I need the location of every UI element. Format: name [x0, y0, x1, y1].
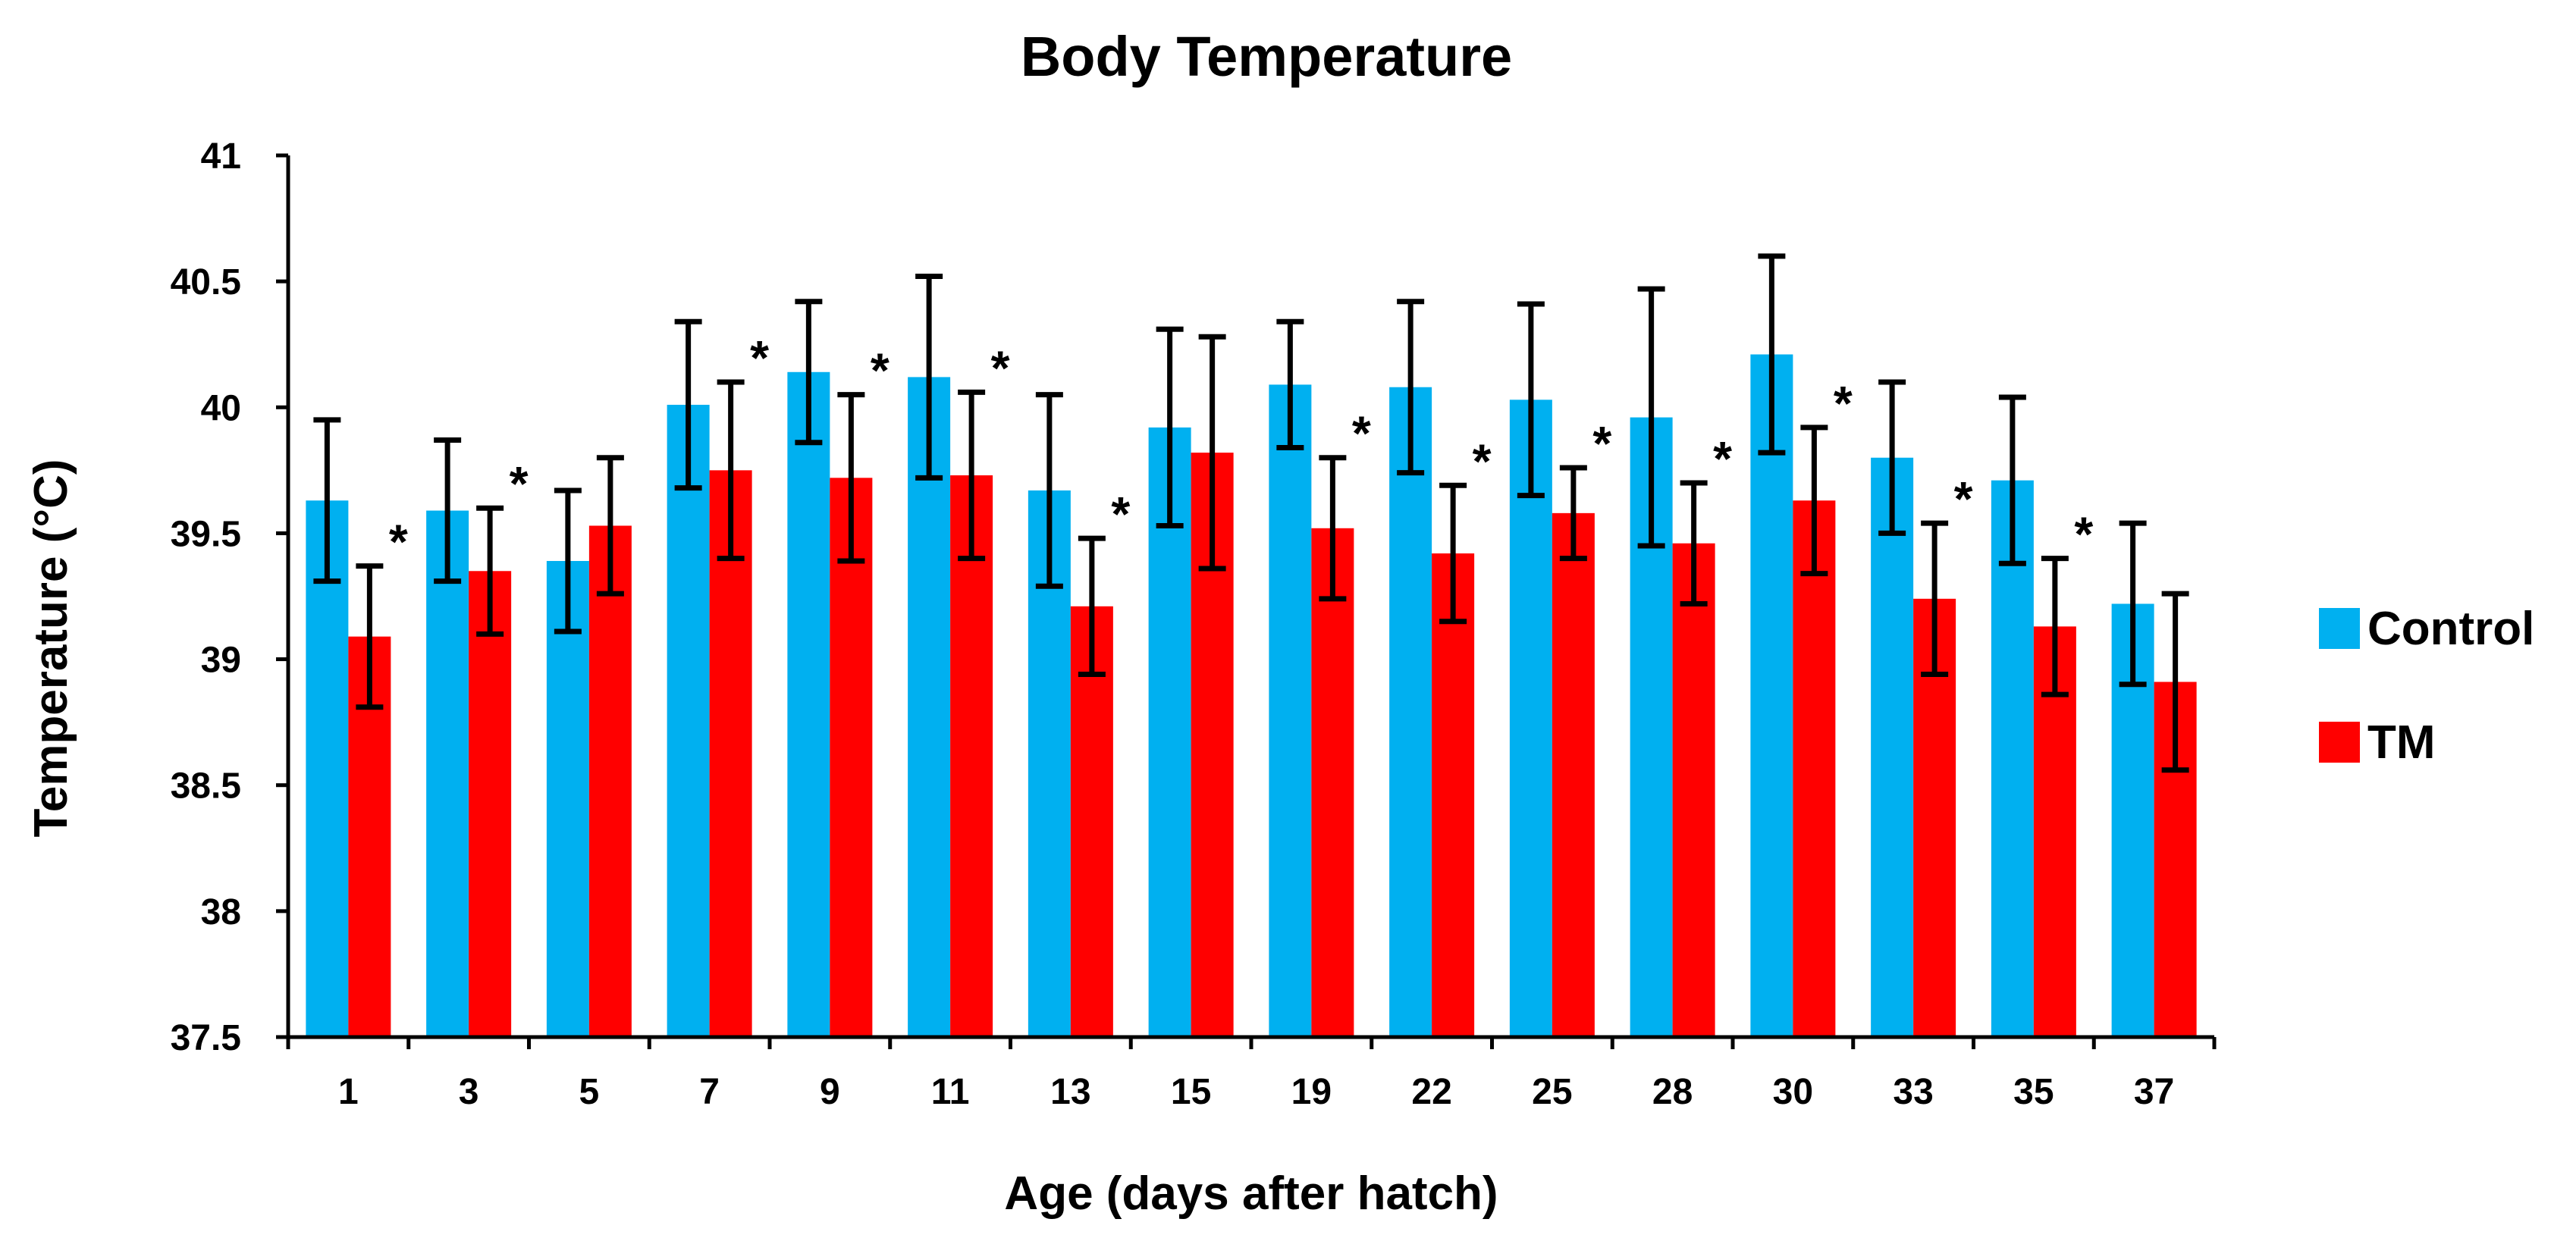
bar-control-day-3 — [426, 510, 469, 1037]
bar-control-day-22 — [1389, 387, 1432, 1037]
x-tick-label-11: 11 — [931, 1072, 970, 1112]
y-tick-label-37.5: 37.5 — [171, 1018, 241, 1058]
significance-layer: * * * * * * * * * * * * * — [389, 331, 2094, 569]
x-tick-label-35: 35 — [2013, 1072, 2054, 1112]
significance-star-day-35: * — [2074, 507, 2093, 562]
legend-swatch-tm — [2319, 722, 2360, 763]
y-tick-label-40.5: 40.5 — [171, 262, 241, 302]
y-tick-label-41: 41 — [201, 136, 241, 177]
y-tick-label-39.5: 39.5 — [171, 514, 241, 554]
bar-tm-day-13 — [1070, 606, 1113, 1037]
significance-star-day-9: * — [871, 343, 890, 398]
bar-control-day-5 — [546, 560, 589, 1037]
bar-control-day-35 — [1991, 480, 2034, 1037]
x-tick-label-15: 15 — [1171, 1072, 1211, 1112]
bar-control-day-7 — [667, 404, 710, 1037]
axes-layer: 1 3 5 7 9 11 13 15 19 22 25 28 30 33 35 3737.53838.5393… — [171, 136, 2217, 1112]
y-axis-title: Temperature (°C) — [25, 459, 77, 837]
bar-tm-day-11 — [950, 475, 993, 1037]
bar-tm-day-28 — [1672, 543, 1715, 1037]
x-tick-label-7: 7 — [699, 1072, 720, 1112]
bar-control-day-15 — [1148, 427, 1191, 1037]
significance-star-day-30: * — [1834, 376, 1853, 431]
significance-star-day-28: * — [1713, 431, 1732, 486]
x-tick-label-9: 9 — [820, 1072, 840, 1112]
significance-star-day-11: * — [991, 340, 1010, 395]
legend-label-control: Control — [2367, 603, 2534, 655]
x-tick-label-30: 30 — [1773, 1072, 1813, 1112]
y-tick-label-39: 39 — [201, 641, 241, 681]
significance-star-day-22: * — [1473, 434, 1492, 488]
bar-control-day-1 — [306, 500, 349, 1037]
bar-control-day-33 — [1871, 457, 1914, 1037]
x-tick-label-19: 19 — [1291, 1072, 1332, 1112]
x-tick-label-1: 1 — [338, 1072, 359, 1112]
x-axis-title: Age (days after hatch) — [1004, 1167, 1498, 1220]
significance-star-day-33: * — [1954, 472, 1973, 526]
chart-title: Body Temperature — [1021, 25, 1512, 88]
error-bars-layer — [313, 253, 2189, 773]
y-tick-label-38.5: 38.5 — [171, 766, 241, 807]
bar-control-day-19 — [1269, 384, 1312, 1037]
bar-tm-day-30 — [1793, 500, 1836, 1037]
x-tick-label-5: 5 — [579, 1072, 600, 1112]
x-tick-label-22: 22 — [1411, 1072, 1451, 1112]
y-tick-label-40: 40 — [201, 388, 241, 428]
legend-label-tm: TM — [2367, 716, 2436, 769]
bar-tm-day-25 — [1552, 512, 1595, 1037]
bars-layer — [306, 354, 2197, 1037]
bar-control-day-11 — [908, 377, 951, 1037]
bar-control-day-9 — [787, 371, 830, 1037]
bar-tm-day-5 — [588, 525, 632, 1037]
bar-tm-day-9 — [830, 478, 873, 1037]
y-tick-label-38: 38 — [201, 892, 241, 932]
x-tick-label-13: 13 — [1050, 1072, 1090, 1112]
significance-star-day-7: * — [750, 331, 769, 385]
bar-tm-day-7 — [709, 470, 752, 1037]
x-tick-label-37: 37 — [2134, 1072, 2174, 1112]
significance-star-day-3: * — [510, 456, 529, 511]
x-tick-label-25: 25 — [1532, 1072, 1572, 1112]
x-tick-label-3: 3 — [459, 1072, 479, 1112]
bar-tm-day-22 — [1432, 553, 1475, 1037]
significance-star-day-19: * — [1352, 406, 1371, 461]
bar-control-day-25 — [1509, 400, 1552, 1037]
x-tick-label-33: 33 — [1893, 1072, 1933, 1112]
significance-star-day-25: * — [1592, 416, 1611, 471]
significance-star-day-13: * — [1111, 487, 1130, 541]
legend: Control TM — [2319, 603, 2534, 769]
bar-tm-day-19 — [1311, 528, 1354, 1037]
significance-star-day-1: * — [389, 515, 408, 569]
bar-tm-day-3 — [469, 571, 512, 1037]
legend-swatch-control — [2319, 608, 2360, 649]
x-tick-label-28: 28 — [1652, 1072, 1693, 1112]
bar-control-day-30 — [1750, 354, 1793, 1037]
